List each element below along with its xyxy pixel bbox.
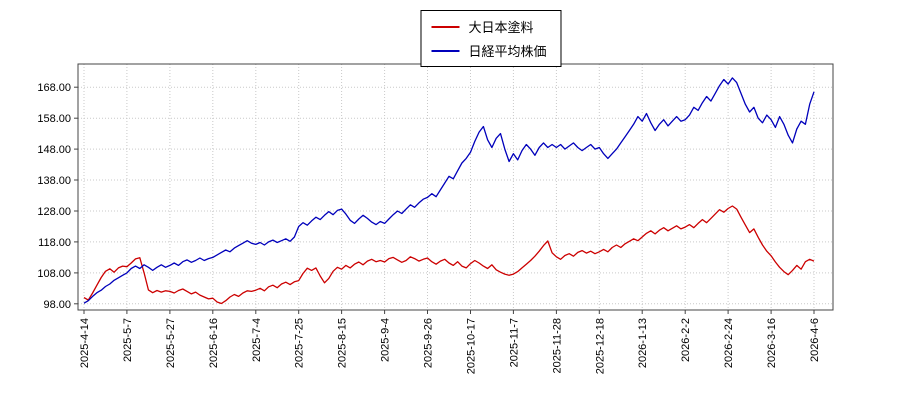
x-tick-label: 2025-5-27 [165, 318, 177, 368]
x-tick-label: 2025-11-28 [551, 318, 563, 373]
x-tick-label: 2026-3-16 [766, 318, 778, 368]
plot-border [77, 63, 834, 311]
y-tick-label: 138.00 [37, 175, 71, 187]
legend-label-dainippon-toryo: 大日本塗料 [468, 20, 534, 35]
x-tick-label: 2025-8-15 [337, 318, 349, 368]
x-tick-label: 2025-4-14 [79, 318, 91, 368]
x-tick-label: 2026-4-6 [809, 318, 821, 362]
y-tick-label: 168.00 [37, 82, 71, 94]
x-tick-label: 2025-5-7 [122, 318, 134, 362]
legend-item-dainippon-toryo: 大日本塗料 [431, 17, 546, 36]
series-line-1 [83, 77, 815, 304]
blue-line-swatch [431, 49, 460, 52]
x-tick-label: 2025-11-7 [508, 318, 520, 367]
legend-label-nikkei-average: 日経平均株価 [468, 44, 547, 59]
y-tick-label: 98.00 [43, 299, 71, 311]
x-tick-label: 2025-10-17 [466, 318, 478, 374]
x-tick-label: 2025-12-18 [594, 318, 606, 374]
legend-item-nikkei-average: 日経平均株価 [431, 41, 547, 60]
x-tick-label: 2025-7-25 [294, 318, 306, 368]
x-tick-label: 2026-1-13 [637, 318, 649, 368]
y-tick-label: 148.00 [37, 144, 71, 156]
series-line-0 [83, 205, 815, 305]
x-tick-label: 2025-6-16 [208, 318, 220, 368]
y-tick-label: 128.00 [37, 206, 71, 218]
red-line-swatch [431, 25, 460, 28]
y-tick-label: 158.00 [37, 113, 71, 125]
x-tick-label: 2025-9-4 [380, 318, 392, 362]
x-tick-label: 2025-9-26 [423, 318, 435, 368]
x-tick-label: 2026-2-2 [680, 318, 692, 362]
legend: 大日本塗料 日経平均株価 [420, 10, 562, 67]
x-tick-label: 2026-2-24 [723, 318, 735, 368]
x-tick-label: 2025-7-4 [251, 318, 263, 362]
y-tick-label: 118.00 [38, 237, 71, 249]
y-tick-label: 108.00 [37, 268, 71, 280]
